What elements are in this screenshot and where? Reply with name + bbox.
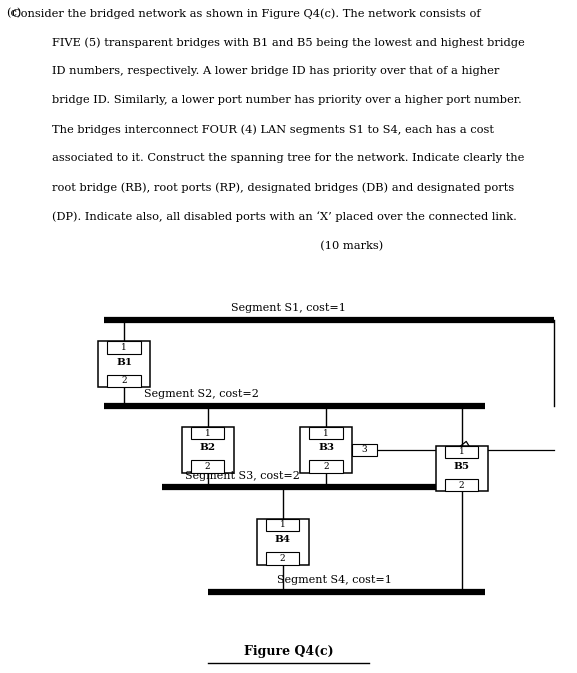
Bar <box>257 519 309 565</box>
Text: B4: B4 <box>275 535 291 544</box>
Text: associated to it. Construct the spanning tree for the network. Indicate clearly : associated to it. Construct the spanning… <box>52 153 524 164</box>
Text: The bridges interconnect FOUR (4) LAN segments S1 to S4, each has a cost: The bridges interconnect FOUR (4) LAN se… <box>52 125 494 135</box>
Text: B1: B1 <box>116 357 132 367</box>
Bar <box>445 479 478 491</box>
Text: Segment S4, cost=1: Segment S4, cost=1 <box>277 575 392 585</box>
Bar <box>352 444 377 456</box>
Text: B3: B3 <box>318 444 334 452</box>
Text: FIVE (5) transparent bridges with B1 and B5 being the lowest and highest bridge: FIVE (5) transparent bridges with B1 and… <box>52 37 524 48</box>
Text: 1: 1 <box>280 520 286 530</box>
Text: 2: 2 <box>280 554 286 563</box>
Bar <box>300 427 352 472</box>
Bar <box>436 446 488 491</box>
Bar <box>191 460 224 472</box>
Text: 1: 1 <box>459 448 464 456</box>
Bar <box>98 341 150 387</box>
Text: B5: B5 <box>454 462 470 471</box>
Text: 1: 1 <box>205 429 211 437</box>
Bar <box>266 552 299 565</box>
Text: 2: 2 <box>121 376 127 386</box>
Bar <box>107 375 141 387</box>
Text: bridge ID. Similarly, a lower port number has priority over a higher port number: bridge ID. Similarly, a lower port numbe… <box>52 96 522 105</box>
Text: (c): (c) <box>6 8 21 18</box>
Bar <box>266 519 299 531</box>
Text: B2: B2 <box>200 444 216 452</box>
Text: Segment S2, cost=2: Segment S2, cost=2 <box>144 389 259 399</box>
Text: (DP). Indicate also, all disabled ports with an ‘X’ placed over the connected li: (DP). Indicate also, all disabled ports … <box>52 211 517 222</box>
Text: 2: 2 <box>323 462 329 471</box>
Bar <box>182 427 234 472</box>
Bar <box>309 460 343 472</box>
Text: (10 marks): (10 marks) <box>52 241 383 251</box>
Text: Segment S3, cost=2: Segment S3, cost=2 <box>185 470 299 481</box>
Text: Consider the bridged network as shown in Figure Q4(c). The network consists of: Consider the bridged network as shown in… <box>12 8 480 19</box>
Bar <box>445 446 478 458</box>
Text: Segment S1, cost=1: Segment S1, cost=1 <box>231 303 346 313</box>
Bar <box>107 341 141 354</box>
Bar <box>309 427 343 439</box>
Text: 2: 2 <box>205 462 211 471</box>
Text: 3: 3 <box>362 446 368 454</box>
Text: 1: 1 <box>323 429 329 437</box>
Text: ID numbers, respectively. A lower bridge ID has priority over that of a higher: ID numbers, respectively. A lower bridge… <box>52 66 499 76</box>
Text: 2: 2 <box>459 481 464 490</box>
Text: 1: 1 <box>121 343 127 352</box>
Bar <box>191 427 224 439</box>
Text: Figure Q4(c): Figure Q4(c) <box>243 645 334 658</box>
Text: root bridge (RB), root ports (RP), designated bridges (DB) and designated ports: root bridge (RB), root ports (RP), desig… <box>52 182 514 193</box>
